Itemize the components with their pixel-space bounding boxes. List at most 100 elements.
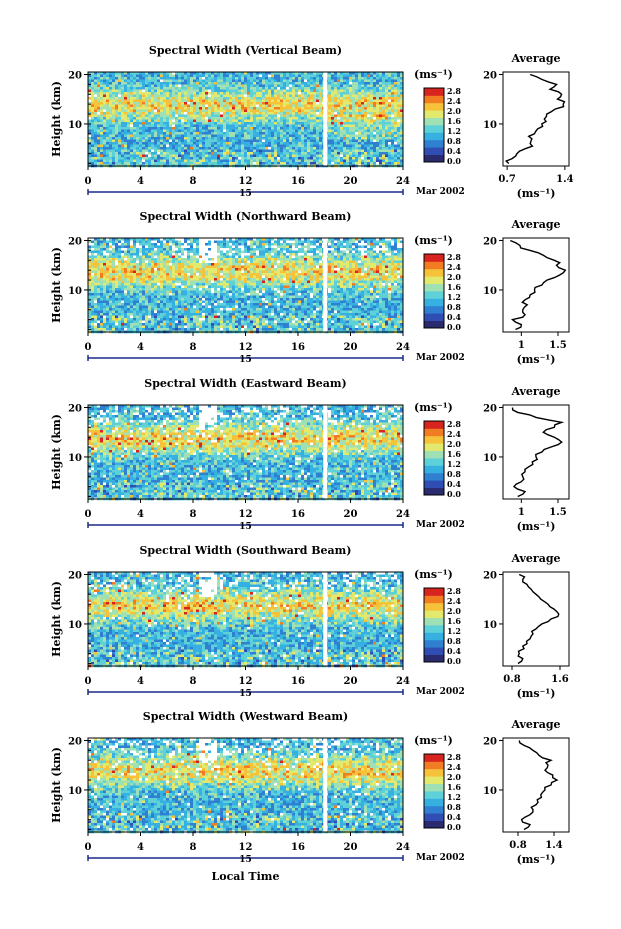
colorbar-tick-label: 1.6 <box>447 449 461 459</box>
average-frame <box>502 404 570 500</box>
x-tick-label: 24 <box>396 176 410 187</box>
heatmap <box>88 572 404 668</box>
average-profile: Average 10 20 0.7 1.4(ms⁻¹) <box>483 52 574 200</box>
heatmap <box>88 72 404 168</box>
colorbar-swatch <box>424 754 444 762</box>
colorbar-swatch <box>424 595 444 604</box>
colorbar-tick-label: 2.4 <box>447 596 461 606</box>
x-tick-label: 16 <box>291 342 305 353</box>
x-tick-label: 12 <box>239 176 253 187</box>
colorbar-swatch <box>424 125 444 133</box>
colorbar-tick-label: 2.0 <box>447 272 461 282</box>
colorbar-tick-label: 1.6 <box>447 782 461 792</box>
colorbar-swatch <box>424 820 444 829</box>
colorbar-tick-label: 2.4 <box>447 96 461 106</box>
avg-y-tick-label: 20 <box>483 403 497 414</box>
x-tick-label: 0 <box>85 676 92 687</box>
date-label: Mar 2002 <box>416 353 465 363</box>
colorbar-swatch <box>424 95 444 104</box>
x-tick-label: 4 <box>137 676 144 687</box>
avg-x-tick-label: 0.8 <box>509 840 526 851</box>
colorbar-swatch <box>424 110 444 118</box>
average-xlabel: (ms⁻¹) <box>517 520 556 533</box>
colorbar-tick-label: 2.0 <box>447 439 461 449</box>
colorbar-swatch <box>424 805 444 814</box>
colorbar-swatch <box>424 632 444 641</box>
colorbar-swatch <box>424 268 444 277</box>
colorbar-swatch <box>424 147 444 155</box>
x-tick-label: 20 <box>344 509 358 520</box>
colorbar-swatch <box>424 472 444 481</box>
x-tick-label: 24 <box>396 842 410 853</box>
day-label: 15 <box>239 355 252 365</box>
day-label: 15 <box>239 522 252 532</box>
colorbar-swatch <box>424 254 444 262</box>
colorbar-tick-label: 1.2 <box>447 292 461 302</box>
colorbar-swatch <box>424 487 444 496</box>
x-tick-label: 20 <box>344 176 358 187</box>
avg-y-tick-label: 20 <box>483 236 497 247</box>
avg-y-tick-label: 20 <box>483 70 497 81</box>
average-profile: Average 10 20 1 1.5 (ms⁻¹) <box>483 218 570 366</box>
day-label: 15 <box>239 855 252 865</box>
average-profile: Average 10 20 1 1.5 (ms⁻¹) <box>483 385 570 533</box>
colorbar: (ms⁻¹) 0.00.40.81.21.62.02.42.8 <box>414 234 461 332</box>
data-gap <box>323 572 328 666</box>
colorbar: (ms⁻¹) 0.00.40.81.21.62.02.42.8 <box>414 68 461 166</box>
colorbar: (ms⁻¹) 0.00.40.81.21.62.02.42.8 <box>414 401 461 499</box>
colorbar-swatch <box>424 298 444 307</box>
colorbar-swatch <box>424 450 444 459</box>
colorbar-tick-label: 0.8 <box>447 136 461 146</box>
colorbar-tick-label: 0.0 <box>447 656 461 666</box>
colorbar-swatch <box>424 465 444 474</box>
x-tick-label: 4 <box>137 342 144 353</box>
colorbar-swatch <box>424 139 444 148</box>
date-label: Mar 2002 <box>416 853 465 863</box>
colorbar: (ms⁻¹) 0.00.40.81.21.62.02.42.8 <box>414 568 461 666</box>
colorbar-swatch <box>424 88 444 96</box>
date-label: Mar 2002 <box>416 687 465 697</box>
avg-y-tick-label: 10 <box>483 786 497 797</box>
x-tick-label: 4 <box>137 509 144 520</box>
x-tick-label: 12 <box>239 509 253 520</box>
colorbar-swatch <box>424 283 444 292</box>
data-gap <box>323 72 328 166</box>
x-tick-label: 0 <box>85 842 92 853</box>
avg-x-tick-label: 1 <box>518 507 525 518</box>
data-gap <box>323 238 328 332</box>
colorbar-tick-label: 0.0 <box>447 489 461 499</box>
panel-4: Spectral Width (Southward Beam) 10 20 Heigh… <box>50 544 570 700</box>
colorbar-tick-label: 2.8 <box>447 752 461 762</box>
x-tick-label: 8 <box>190 842 197 853</box>
avg-x-tick-label: 1.5 <box>549 340 566 351</box>
date-label: Mar 2002 <box>416 187 465 197</box>
average-frame <box>502 71 570 167</box>
y-tick-label: 20 <box>68 70 82 81</box>
y-tick-label: 10 <box>68 453 82 464</box>
average-xlabel: (ms⁻¹) <box>517 187 556 200</box>
colorbar-swatch <box>424 102 444 111</box>
x-tick-label: 16 <box>291 842 305 853</box>
colorbar-swatch <box>424 261 444 270</box>
average-title: Average <box>510 552 560 565</box>
colorbar-swatch <box>424 320 444 329</box>
heatmap <box>88 738 404 834</box>
colorbar-swatch <box>424 776 444 784</box>
x-tick-label: 0 <box>85 342 92 353</box>
x-tick-label: 16 <box>291 676 305 687</box>
x-tick-label: 24 <box>396 342 410 353</box>
colorbar-swatch <box>424 798 444 807</box>
panel-title: Spectral Width (Eastward Beam) <box>144 377 346 390</box>
colorbar-tick-label: 2.4 <box>447 262 461 272</box>
colorbar-swatch <box>424 443 444 451</box>
colorbar-tick-label: 1.2 <box>447 459 461 469</box>
colorbar-tick-label: 2.8 <box>447 586 461 596</box>
colorbar-swatch <box>424 428 444 437</box>
colorbar-swatch <box>424 610 444 618</box>
colorbar-swatch <box>424 458 444 466</box>
panel-title: Spectral Width (Southward Beam) <box>139 544 351 557</box>
x-tick-label: 12 <box>239 842 253 853</box>
x-tick-label: 20 <box>344 842 358 853</box>
panel-3: Spectral Width (Eastward Beam)1020Height… <box>50 377 570 533</box>
colorbar-swatch <box>424 480 444 488</box>
